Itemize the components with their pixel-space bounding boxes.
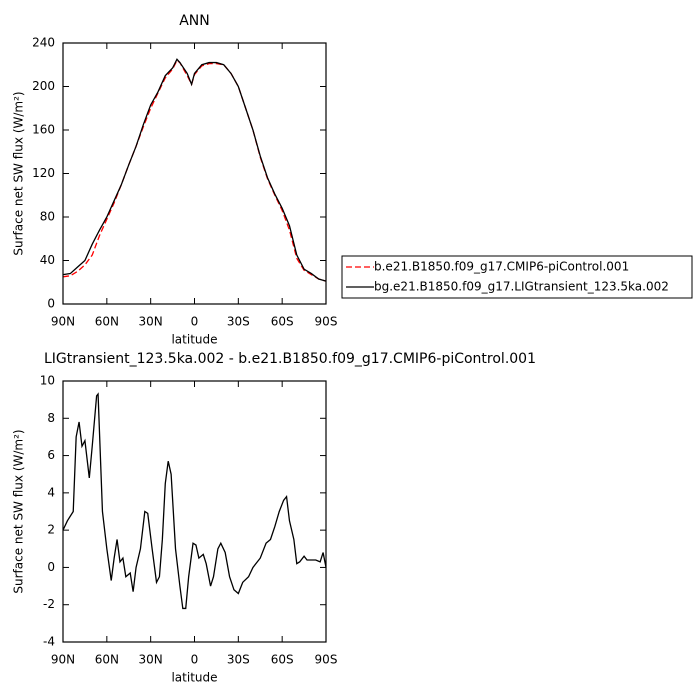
x-axis-title: latitude [171,671,217,685]
y-tick-label: 80 [40,210,55,224]
y-tick-label: 160 [32,123,55,137]
y-tick-label: 8 [47,411,55,425]
plot-frame [62,42,327,305]
y-tick-label: 10 [40,374,55,388]
y-tick-label: 240 [32,36,55,50]
x-tick-label: 30S [227,315,250,329]
x-tick-label: 90N [51,653,75,667]
legend-label: b.e21.B1850.f09_g17.CMIP6-piControl.001 [374,260,629,274]
y-tick-label: -2 [43,597,55,611]
x-axis-title: latitude [171,333,217,347]
x-tick-label: 30N [139,315,163,329]
chart-title: LIGtransient_123.5ka.002 - b.e21.B1850.f… [44,351,536,367]
series-line [62,392,327,610]
x-tick-label: 90S [315,315,338,329]
x-tick-label: 60S [271,653,294,667]
x-tick-label: 60S [271,315,294,329]
legend-box [341,255,693,299]
chart-title: ANN [179,13,210,29]
x-tick-label: 60N [95,315,119,329]
series-line [62,59,327,282]
y-tick-label: 200 [32,79,55,93]
x-tick-label: 0 [191,653,199,667]
x-tick-label: 90N [51,315,75,329]
series-line [62,58,327,282]
x-tick-label: 30N [139,653,163,667]
y-tick-label: 4 [47,485,55,499]
y-tick-label: -4 [43,635,55,649]
y-axis-title: Surface net SW flux (W/m²) [12,429,26,593]
y-tick-label: 120 [32,166,55,180]
legend-label: bg.e21.B1850.f09_g17.LIGtransient_123.5k… [374,280,669,294]
y-tick-label: 6 [47,448,55,462]
x-tick-label: 0 [191,315,199,329]
x-tick-label: 60N [95,653,119,667]
y-tick-label: 2 [47,523,55,537]
y-tick-label: 0 [47,297,55,311]
y-tick-label: 0 [47,560,55,574]
y-tick-label: 40 [40,253,55,267]
y-axis-title: Surface net SW flux (W/m²) [12,91,26,255]
x-tick-label: 30S [227,653,250,667]
x-tick-label: 90S [315,653,338,667]
plot-frame [62,380,327,643]
